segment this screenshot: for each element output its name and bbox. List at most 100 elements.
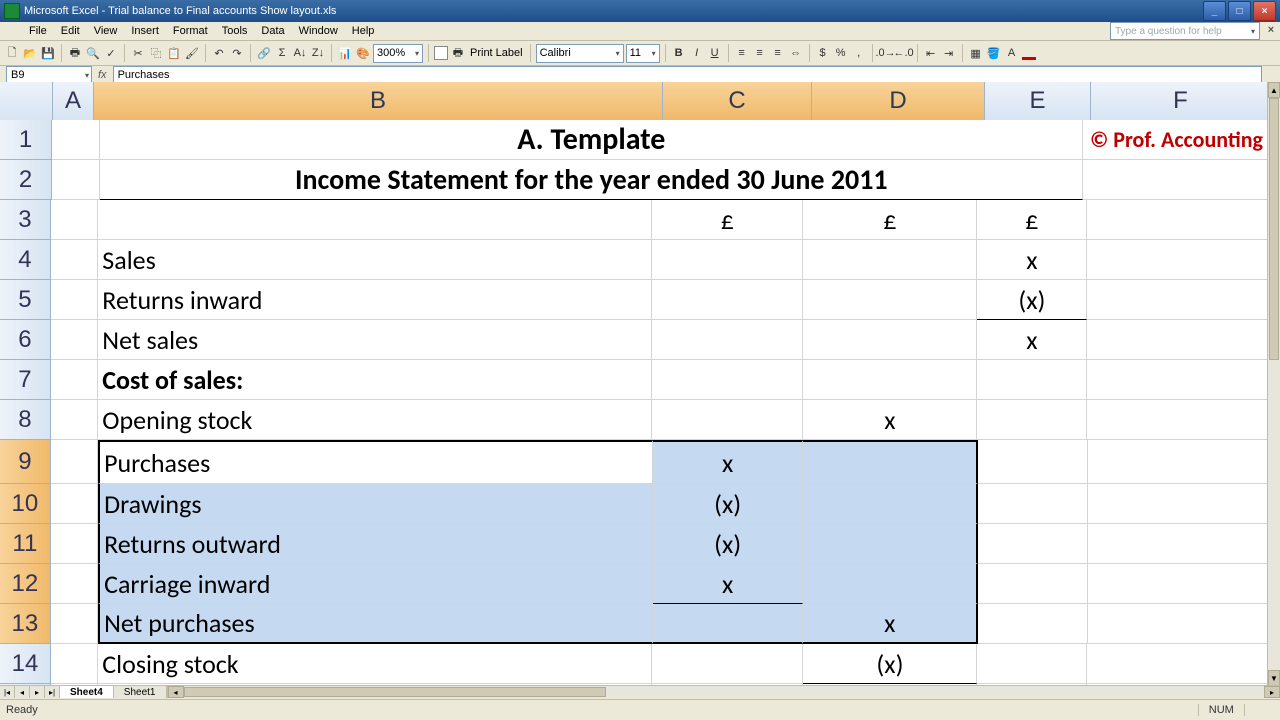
col-header-B[interactable]: B bbox=[94, 82, 663, 120]
italic-icon[interactable]: I bbox=[689, 45, 705, 61]
cell-F8[interactable] bbox=[1087, 400, 1268, 440]
chart-icon[interactable]: 📊 bbox=[337, 45, 353, 61]
cell-C13[interactable] bbox=[653, 604, 804, 644]
cell-B13[interactable]: Net purchases bbox=[98, 604, 653, 644]
cell-C4[interactable] bbox=[652, 240, 803, 280]
cell-D9[interactable] bbox=[803, 440, 978, 484]
cell-E4[interactable]: x bbox=[977, 240, 1087, 280]
row-header-1[interactable]: 1 bbox=[0, 120, 52, 160]
cell-A7[interactable] bbox=[51, 360, 98, 400]
cell-E10[interactable] bbox=[978, 484, 1088, 524]
cell-F7[interactable] bbox=[1087, 360, 1268, 400]
dec-decimal-icon[interactable]: ←.0 bbox=[896, 45, 912, 61]
fill-color-icon[interactable]: 🪣 bbox=[986, 45, 1002, 61]
cell-B1-merged[interactable]: A. Template bbox=[100, 120, 1083, 160]
maximize-button[interactable]: □ bbox=[1228, 1, 1251, 21]
cell-D13[interactable]: x bbox=[803, 604, 978, 644]
menu-view[interactable]: View bbox=[87, 25, 125, 37]
tab-nav-first[interactable]: |◂ bbox=[0, 686, 15, 698]
tab-nav-prev[interactable]: ◂ bbox=[15, 686, 30, 698]
cell-B6[interactable]: Net sales bbox=[98, 320, 652, 360]
borders-icon[interactable]: ▦ bbox=[968, 45, 984, 61]
fx-icon[interactable]: fx bbox=[98, 69, 107, 81]
menu-help[interactable]: Help bbox=[345, 25, 382, 37]
cell-C5[interactable] bbox=[652, 280, 803, 320]
save-icon[interactable]: 💾 bbox=[40, 45, 56, 61]
cell-D7[interactable] bbox=[803, 360, 977, 400]
align-left-icon[interactable]: ≡ bbox=[734, 45, 750, 61]
new-icon[interactable]: 🗋 bbox=[4, 45, 20, 61]
sheet-tab-sheet1[interactable]: Sheet1 bbox=[114, 686, 167, 698]
merge-icon[interactable]: ⇔ bbox=[788, 45, 804, 61]
row-header-12[interactable]: 12 bbox=[0, 564, 51, 604]
cell-C3[interactable]: £ bbox=[652, 200, 803, 240]
row-header-7[interactable]: 7 bbox=[0, 360, 51, 400]
cell-B9[interactable]: Purchases bbox=[98, 440, 653, 484]
menu-insert[interactable]: Insert bbox=[124, 25, 166, 37]
copy-icon[interactable]: ⿻ bbox=[148, 45, 164, 61]
cell-F6[interactable] bbox=[1087, 320, 1268, 360]
tab-nav-next[interactable]: ▸ bbox=[30, 686, 45, 698]
cell-B3[interactable] bbox=[98, 200, 652, 240]
cell-E14[interactable] bbox=[977, 644, 1087, 684]
hscroll-thumb[interactable] bbox=[184, 687, 606, 697]
cell-B2-merged[interactable]: Income Statement for the year ended 30 J… bbox=[100, 160, 1083, 200]
cell-E3[interactable]: £ bbox=[977, 200, 1087, 240]
print-label-icon[interactable]: 🖶 bbox=[450, 45, 466, 61]
cell-A14[interactable] bbox=[51, 644, 98, 684]
cell-F5[interactable] bbox=[1087, 280, 1268, 320]
cell-A5[interactable] bbox=[51, 280, 98, 320]
preview-icon[interactable]: 🔍 bbox=[85, 45, 101, 61]
autosum-icon[interactable]: Σ bbox=[274, 45, 290, 61]
cell-A2[interactable] bbox=[52, 160, 100, 200]
cell-E7[interactable] bbox=[977, 360, 1087, 400]
cell-C6[interactable] bbox=[652, 320, 803, 360]
cell-F12[interactable] bbox=[1088, 564, 1268, 604]
dec-indent-icon[interactable]: ⇤ bbox=[923, 45, 939, 61]
align-right-icon[interactable]: ≡ bbox=[770, 45, 786, 61]
print-icon[interactable]: 🖶 bbox=[67, 45, 83, 61]
col-header-D[interactable]: D bbox=[812, 82, 985, 120]
menu-edit[interactable]: Edit bbox=[54, 25, 87, 37]
cell-A8[interactable] bbox=[51, 400, 98, 440]
sort-desc-icon[interactable]: Z↓ bbox=[310, 45, 326, 61]
col-header-F[interactable]: F bbox=[1091, 82, 1271, 120]
menu-format[interactable]: Format bbox=[166, 25, 215, 37]
print-label-checkbox[interactable] bbox=[434, 46, 448, 60]
inc-decimal-icon[interactable]: .0→ bbox=[878, 45, 894, 61]
cell-A10[interactable] bbox=[51, 484, 98, 524]
document-close-button[interactable]: × bbox=[1264, 23, 1278, 37]
cell-A11[interactable] bbox=[51, 524, 98, 564]
redo-icon[interactable]: ↷ bbox=[229, 45, 245, 61]
help-search-input[interactable]: Type a question for help ▾ bbox=[1110, 22, 1260, 40]
underline-icon[interactable]: U bbox=[707, 45, 723, 61]
cell-D14[interactable]: (x) bbox=[803, 644, 977, 684]
col-header-C[interactable]: C bbox=[663, 82, 812, 120]
row-header-13[interactable]: 13 bbox=[0, 604, 51, 644]
row-header-10[interactable]: 10 bbox=[0, 484, 51, 524]
cell-F2[interactable] bbox=[1083, 160, 1268, 200]
cell-C9[interactable]: x bbox=[653, 440, 804, 484]
comma-icon[interactable]: , bbox=[851, 45, 867, 61]
font-color-icon[interactable]: A bbox=[1004, 45, 1020, 61]
cell-D5[interactable] bbox=[803, 280, 977, 320]
cell-D6[interactable] bbox=[803, 320, 977, 360]
cell-B12[interactable]: Carriage inward bbox=[98, 564, 653, 604]
font-combo[interactable]: Calibri ▾ bbox=[536, 44, 624, 63]
cell-A1[interactable] bbox=[52, 120, 100, 160]
inc-indent-icon[interactable]: ⇥ bbox=[941, 45, 957, 61]
cell-E9[interactable] bbox=[978, 440, 1088, 484]
cell-F10[interactable] bbox=[1088, 484, 1268, 524]
menu-data[interactable]: Data bbox=[254, 25, 291, 37]
cell-D11[interactable] bbox=[803, 524, 978, 564]
scroll-right-button[interactable]: ▸ bbox=[1264, 686, 1280, 698]
cell-E12[interactable] bbox=[978, 564, 1088, 604]
col-header-A[interactable]: A bbox=[53, 82, 94, 120]
row-header-3[interactable]: 3 bbox=[0, 200, 51, 240]
close-button[interactable]: × bbox=[1253, 1, 1276, 21]
cell-E11[interactable] bbox=[978, 524, 1088, 564]
align-center-icon[interactable]: ≡ bbox=[752, 45, 768, 61]
cell-C7[interactable] bbox=[652, 360, 803, 400]
horizontal-scrollbar[interactable]: ◂ ▸ bbox=[167, 686, 1280, 698]
cell-A3[interactable] bbox=[51, 200, 98, 240]
